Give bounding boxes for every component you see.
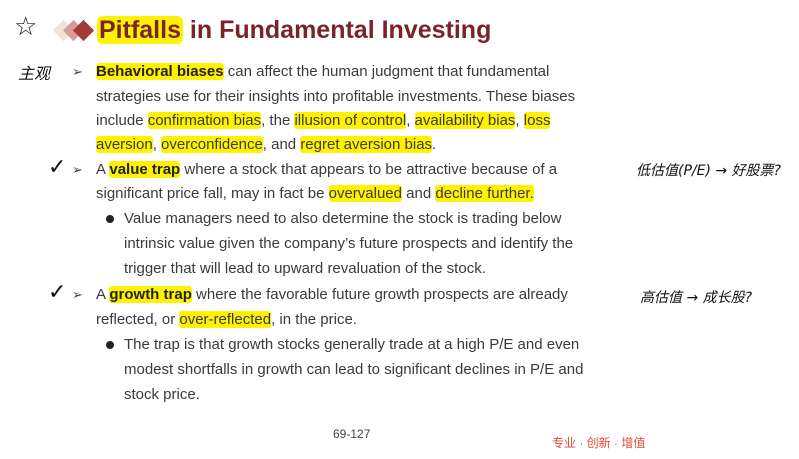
text-line: reflected, or over-reflected, in the pri… (96, 310, 357, 330)
handwritten-note-value-trap: 低估值(P/E) → 好股票? (636, 163, 781, 179)
text-segment: reflected, or (96, 311, 180, 328)
text-line: Value managers need to also determine th… (124, 209, 561, 229)
highlighted-term: regret aversion bias (300, 136, 433, 153)
text-segment: Value managers need to also determine th… (124, 210, 562, 227)
text-segment: can affect the human judgment that funda… (223, 63, 550, 80)
page-number: 69-127 (333, 427, 371, 441)
text-segment: . (432, 136, 437, 153)
text-segment: , the (261, 112, 295, 129)
arrow-bullet-icon: ➢ (72, 162, 83, 177)
text-segment: stock price. (124, 386, 200, 403)
text-segment: , and (262, 136, 301, 153)
highlighted-term: value trap (109, 161, 181, 178)
text-segment: A (96, 286, 110, 303)
text-segment: , (406, 112, 415, 129)
text-line: stock price. (124, 385, 200, 405)
highlighted-term: Behavioral biases (96, 63, 224, 80)
text-line: aversion, overconfidence, and regret ave… (96, 135, 436, 155)
title-highlight: Pitfalls (97, 16, 183, 44)
slide-title: Pitfalls in Fundamental Investing (97, 16, 491, 45)
text-segment: , in the price. (271, 311, 357, 328)
diamond-bullet-icon (52, 19, 98, 44)
highlighted-term: growth trap (109, 286, 192, 303)
text-line: include confirmation bias, the illusion … (96, 111, 551, 131)
text-segment: significant price fall, may in fact be (96, 185, 329, 202)
text-segment: modest shortfalls in growth can lead to … (124, 361, 584, 378)
dot-bullet-icon (106, 341, 114, 349)
arrow-bullet-icon: ➢ (72, 287, 83, 302)
check-mark-icon: ✓ (48, 155, 67, 180)
check-mark-icon: ✓ (48, 280, 67, 305)
text-line: strategies use for their insights into p… (96, 87, 575, 107)
title-rest: in Fundamental Investing (182, 16, 492, 44)
handwritten-note-growth-trap: 高估值 → 成长股? (640, 290, 753, 306)
text-line: intrinsic value given the company’s futu… (124, 234, 573, 254)
text-line: A growth trap where the favorable future… (96, 285, 568, 305)
text-segment: trigger that will lead to upward revalua… (124, 260, 486, 277)
text-segment: The trap is that growth stocks generally… (124, 336, 580, 353)
text-line: The trap is that growth stocks generally… (124, 335, 579, 355)
highlighted-term: overvalued (328, 185, 402, 202)
text-line: A value trap where a stock that appears … (96, 160, 557, 180)
highlighted-term: confirmation bias (147, 112, 262, 129)
text-segment: and (402, 185, 436, 202)
highlighted-term: over-reflected (179, 311, 272, 328)
text-segment: strategies use for their insights into p… (96, 88, 576, 105)
highlighted-term: aversion (96, 136, 153, 153)
text-line: modest shortfalls in growth can lead to … (124, 360, 583, 380)
dot-bullet-icon (106, 215, 114, 223)
highlighted-term: loss (523, 112, 551, 129)
highlighted-term: decline further. (435, 185, 534, 202)
text-segment: where the favorable future growth prospe… (191, 286, 568, 303)
highlighted-term: overconfidence (161, 136, 263, 153)
text-segment: where a stock that appears to be attract… (180, 161, 558, 178)
text-segment: include (96, 112, 148, 129)
handwritten-note-left: 主观 (18, 64, 51, 83)
text-segment: intrinsic value given the company’s futu… (124, 235, 574, 252)
text-line: Behavioral biases can affect the human j… (96, 62, 549, 82)
text-segment: , (152, 136, 162, 153)
footer-slogan: 专业 · 创新 · 增值 (552, 436, 646, 450)
text-line: trigger that will lead to upward revalua… (124, 259, 486, 279)
text-segment: A (96, 161, 110, 178)
text-segment: , (515, 112, 524, 129)
highlighted-term: availability bias (414, 112, 516, 129)
star-annotation-icon: ☆ (14, 12, 38, 42)
highlighted-term: illusion of control (294, 112, 407, 129)
arrow-bullet-icon: ➢ (72, 64, 83, 79)
text-line: significant price fall, may in fact be o… (96, 184, 534, 204)
